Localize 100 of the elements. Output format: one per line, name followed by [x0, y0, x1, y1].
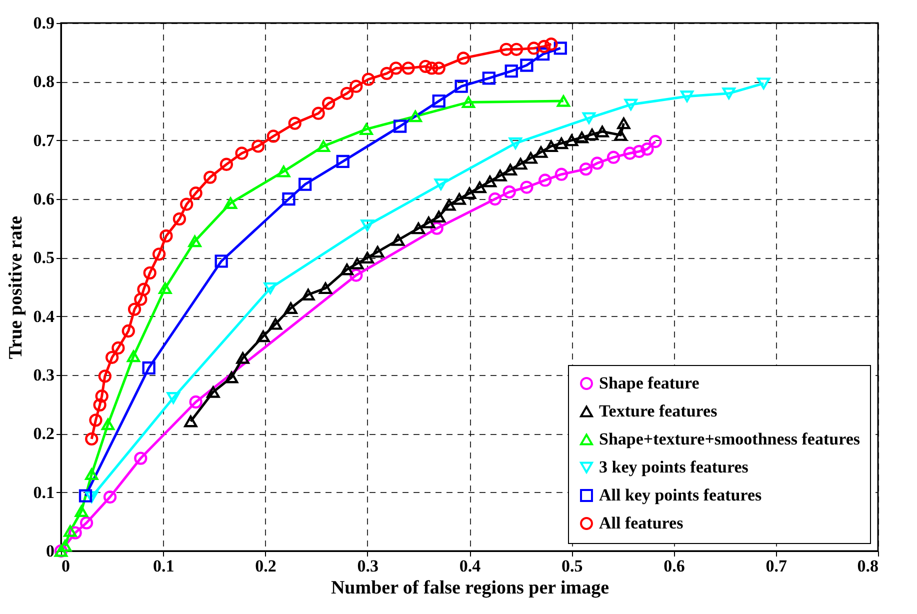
point — [85, 491, 98, 503]
y-tick-label: 0.4 — [33, 306, 55, 326]
point — [350, 80, 363, 93]
point — [502, 185, 516, 199]
point — [74, 505, 88, 517]
point — [582, 112, 596, 124]
point — [184, 416, 198, 428]
x-tick-label: 0.8 — [857, 556, 878, 576]
y-tick-label: 0.6 — [33, 190, 54, 208]
point — [137, 282, 150, 296]
point — [648, 134, 662, 148]
point — [614, 129, 628, 141]
point — [224, 197, 238, 209]
point — [504, 164, 517, 176]
x-tick-label: 0 — [62, 556, 70, 576]
point — [430, 222, 444, 235]
point — [422, 216, 436, 228]
point — [536, 48, 550, 61]
point — [514, 158, 528, 170]
point — [554, 137, 568, 150]
x-tick-label: 0.5 — [562, 556, 583, 576]
point — [252, 140, 265, 153]
point — [284, 302, 298, 314]
point — [152, 248, 166, 261]
point — [500, 42, 513, 56]
legend-label: Shape+texture+smoothness features — [599, 430, 860, 448]
point — [408, 110, 422, 122]
point — [268, 318, 282, 330]
point — [632, 144, 646, 158]
point — [640, 142, 654, 156]
point — [412, 222, 426, 234]
point — [722, 88, 736, 100]
point — [180, 198, 194, 211]
point — [78, 489, 92, 502]
y-tick-label: 0.2 — [33, 424, 54, 444]
x-axis-title: Number of false regions per image — [330, 578, 610, 598]
point — [85, 432, 98, 446]
legend-label: All key points features — [599, 486, 762, 504]
point — [462, 96, 476, 108]
legend-label: Texture features — [599, 402, 718, 420]
point — [166, 392, 180, 404]
point — [80, 516, 94, 530]
legend-label: 3 key points features — [599, 458, 749, 476]
y-tick-label: 0.3 — [33, 366, 54, 384]
point — [350, 268, 363, 282]
point — [160, 229, 173, 243]
point — [220, 158, 234, 171]
legend-label: All features — [599, 514, 684, 532]
x-tick-label: 0.3 — [357, 556, 378, 576]
point — [189, 395, 202, 409]
point — [158, 282, 172, 294]
y-tick-label: 0.8 — [33, 72, 54, 92]
point — [188, 235, 202, 248]
point — [340, 264, 354, 276]
point — [419, 60, 432, 73]
point — [224, 372, 238, 384]
x-tick-label: 0.6 — [664, 556, 685, 576]
point — [432, 210, 446, 222]
point — [482, 72, 496, 85]
point — [624, 98, 638, 110]
y-tick-label: 0 — [46, 542, 54, 560]
point — [282, 192, 296, 206]
point — [103, 490, 117, 504]
y-tick-label: 0.9 — [33, 14, 54, 32]
point — [322, 96, 336, 110]
point — [85, 468, 98, 480]
point — [112, 341, 125, 355]
point — [757, 78, 770, 90]
x-tick-label: 0.1 — [153, 556, 174, 576]
point — [93, 398, 106, 412]
point — [235, 146, 248, 160]
point — [590, 156, 604, 170]
point — [434, 178, 448, 190]
point — [425, 62, 438, 75]
x-tick-label: 0.2 — [255, 556, 276, 576]
point — [143, 266, 156, 280]
point — [122, 324, 135, 338]
point — [596, 126, 609, 138]
point — [402, 62, 415, 75]
point — [172, 212, 186, 226]
point — [488, 192, 502, 206]
point — [456, 52, 470, 65]
point — [105, 350, 119, 364]
point — [473, 181, 486, 194]
point — [391, 234, 405, 246]
point — [134, 292, 148, 306]
point — [452, 193, 466, 205]
point — [264, 282, 277, 294]
point — [623, 146, 636, 160]
point — [454, 80, 468, 93]
y-tick-label: 0.7 — [33, 130, 55, 150]
point — [302, 288, 315, 300]
point — [534, 146, 548, 158]
point — [556, 95, 570, 107]
point — [393, 120, 407, 133]
y-axis-title: True positive rate — [5, 216, 26, 360]
point — [360, 252, 374, 264]
point — [64, 525, 77, 537]
point — [58, 540, 72, 552]
point — [316, 140, 330, 152]
